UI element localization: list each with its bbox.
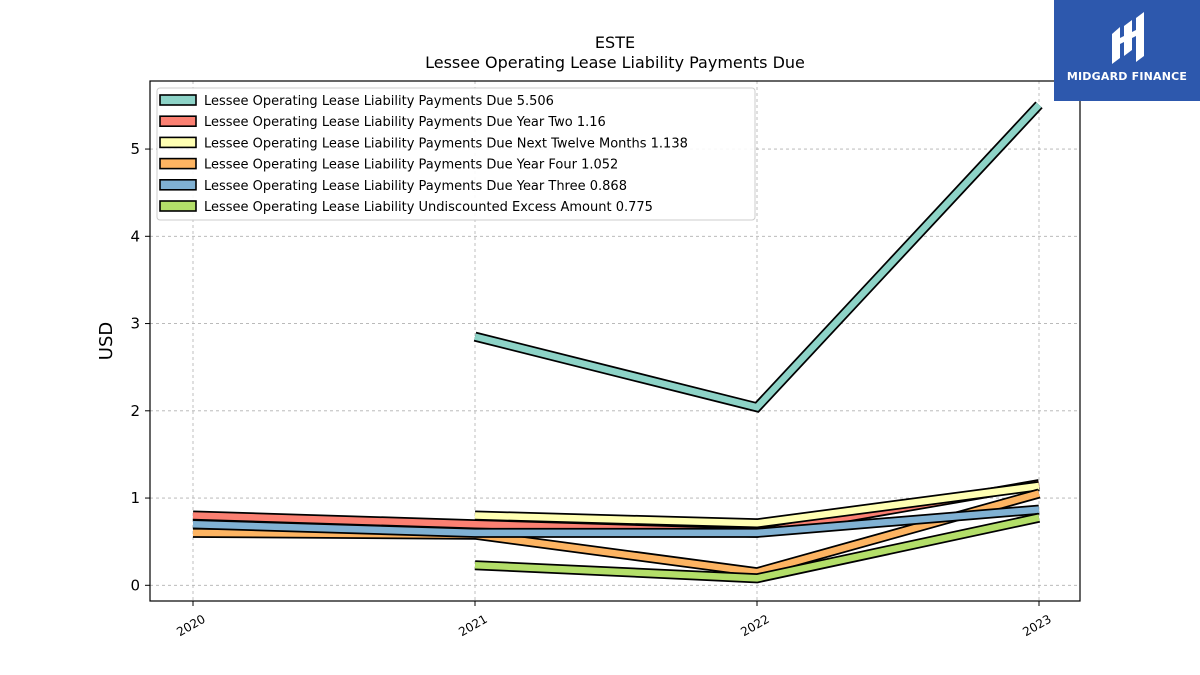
legend-swatch: [159, 200, 197, 212]
legend-item: Lessee Operating Lease Liability Undisco…: [159, 200, 653, 215]
x-tick-label: 2020: [174, 612, 207, 639]
x-tick-label: 2023: [1020, 612, 1053, 639]
y-tick-label: 1: [130, 489, 140, 507]
x-tick-label: 2021: [456, 612, 489, 639]
x-tick-label: 2022: [738, 612, 771, 639]
y-tick-label: 5: [130, 140, 140, 158]
legend-label: Lessee Operating Lease Liability Payment…: [204, 136, 688, 151]
series-line-stroke: [474, 102, 1042, 411]
series-line-stroke: [474, 514, 1040, 582]
y-tick-label: 3: [130, 315, 140, 333]
midgard-finance-logo: MIDGARD FINANCE: [1054, 0, 1200, 101]
legend-label: Lessee Operating Lease Liability Undisco…: [204, 200, 653, 215]
legend-item: Lessee Operating Lease Liability Payment…: [159, 115, 606, 130]
legend-label: Lessee Operating Lease Liability Payment…: [204, 115, 606, 130]
y-tick-label: 2: [130, 402, 140, 420]
logo-mark-icon: [1112, 12, 1144, 64]
legend-label: Lessee Operating Lease Liability Payment…: [204, 158, 618, 173]
y-tick-label: 4: [130, 227, 140, 245]
series-line: [474, 512, 1041, 584]
legend-item: Lessee Operating Lease Liability Payment…: [159, 94, 554, 109]
legend-item: Lessee Operating Lease Liability Payment…: [159, 136, 688, 151]
legend: Lessee Operating Lease Liability Payment…: [156, 87, 756, 221]
legend-item: Lessee Operating Lease Liability Payment…: [159, 179, 627, 194]
series-line: [192, 488, 1041, 578]
legend-label: Lessee Operating Lease Liability Payment…: [204, 94, 554, 109]
legend-swatch: [159, 115, 197, 127]
series-line: [473, 101, 1043, 413]
legend-box: [156, 87, 756, 221]
legend-swatch: [159, 157, 197, 170]
series-line-stroke: [474, 482, 1040, 527]
series-line-stroke: [192, 490, 1040, 576]
legend-swatch: [159, 179, 197, 191]
legend-label: Lessee Operating Lease Liability Payment…: [204, 179, 627, 194]
y-axis-label: USD: [96, 322, 117, 360]
legend-swatch: [159, 136, 197, 149]
series-line: [192, 504, 1040, 538]
chart-title: ESTE: [595, 33, 635, 52]
y-tick-label: 0: [130, 576, 140, 594]
series-lines: [192, 101, 1043, 584]
series-line: [474, 481, 1040, 529]
legend-swatch: [159, 94, 197, 106]
legend-item: Lessee Operating Lease Liability Payment…: [159, 157, 618, 173]
chart-subtitle: Lessee Operating Lease Liability Payment…: [425, 53, 805, 72]
series-line-stroke: [192, 506, 1040, 537]
plot-frame: [149, 80, 1081, 602]
logo-text: MIDGARD FINANCE: [1066, 70, 1188, 83]
